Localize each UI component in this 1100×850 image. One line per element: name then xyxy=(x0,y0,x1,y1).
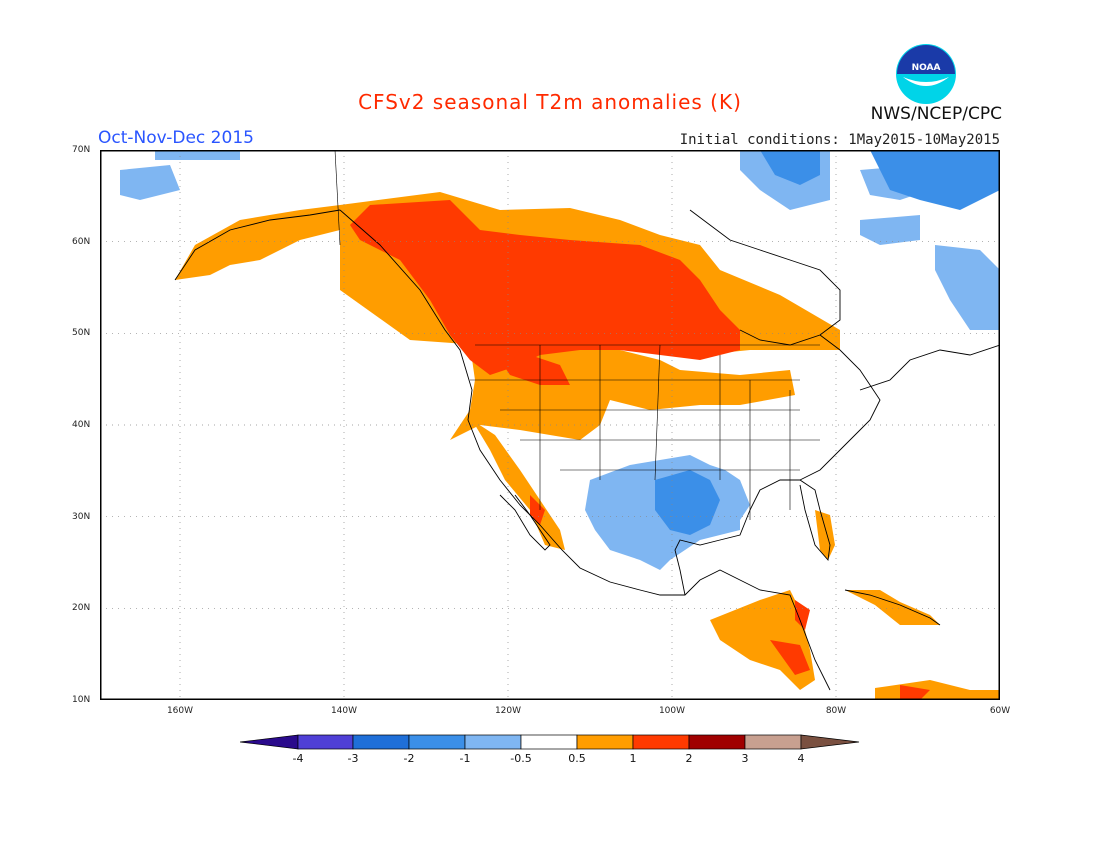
colorbar-segment-m2-m1 xyxy=(408,734,466,750)
logo-text: NOAA xyxy=(912,63,941,73)
colorbar-segment-m4-m3 xyxy=(297,734,354,750)
colorbar-segment-lt-4 xyxy=(240,734,299,750)
lat-label-10n: 10N xyxy=(72,695,91,705)
lon-label-80w: 80W xyxy=(825,706,847,716)
colorbar-tick: -1 xyxy=(459,752,471,765)
lat-label-40n: 40N xyxy=(72,420,91,430)
lon-label-140w: 140W xyxy=(330,706,358,716)
initial-conditions-label: Initial conditions: 1May2015-10May2015 xyxy=(679,132,1000,148)
colorbar-tick: -3 xyxy=(347,752,359,765)
chart-title: CFSv2 seasonal T2m anomalies (K) xyxy=(358,90,742,114)
lat-label-70n: 70N xyxy=(72,145,91,155)
colorbar-tick: -4 xyxy=(292,752,304,765)
colorbar-tick: 1 xyxy=(629,752,637,765)
lat-label-50n: 50N xyxy=(72,328,91,338)
colorbar-segment-gt-4 xyxy=(800,734,860,750)
season-label: Oct-Nov-Dec 2015 xyxy=(98,128,254,148)
lat-label-60n: 60N xyxy=(72,237,91,247)
colorbar-tick: 4 xyxy=(797,752,805,765)
lat-label-30n: 30N xyxy=(72,512,91,522)
colorbar-segment-3-4 xyxy=(744,734,802,750)
colorbar xyxy=(240,734,860,750)
lon-label-120w: 120W xyxy=(494,706,522,716)
lon-label-100w: 100W xyxy=(658,706,686,716)
agency-label: NWS/NCEP/CPC xyxy=(870,104,1002,124)
political-borders xyxy=(334,150,820,520)
colorbar-tick: -2 xyxy=(403,752,415,765)
coastlines xyxy=(174,209,1000,691)
colorbar-segment-m1-m05 xyxy=(464,734,522,750)
colorbar-tick: -0.5 xyxy=(510,752,532,765)
colorbar-tick: 3 xyxy=(741,752,749,765)
colorbar-segment-05-1 xyxy=(576,734,634,750)
colorbar-segment-1-2 xyxy=(632,734,690,750)
lat-label-20n: 20N xyxy=(72,603,91,613)
warm-anomaly-strong xyxy=(350,200,930,700)
colorbar-segment-2-3 xyxy=(688,734,746,750)
anomaly-map xyxy=(100,150,1000,700)
colorbar-segment-m3-m2 xyxy=(352,734,410,750)
lon-label-160w: 160W xyxy=(166,706,194,716)
graticule xyxy=(100,150,1000,700)
lon-label-60w: 60W xyxy=(989,706,1011,716)
colorbar-tick: 0.5 xyxy=(568,752,586,765)
cold-anomaly-medium xyxy=(655,150,1000,535)
colorbar-segment-neutral xyxy=(520,734,578,750)
noaa-logo: NOAA xyxy=(895,43,957,105)
colorbar-tick: 2 xyxy=(685,752,693,765)
